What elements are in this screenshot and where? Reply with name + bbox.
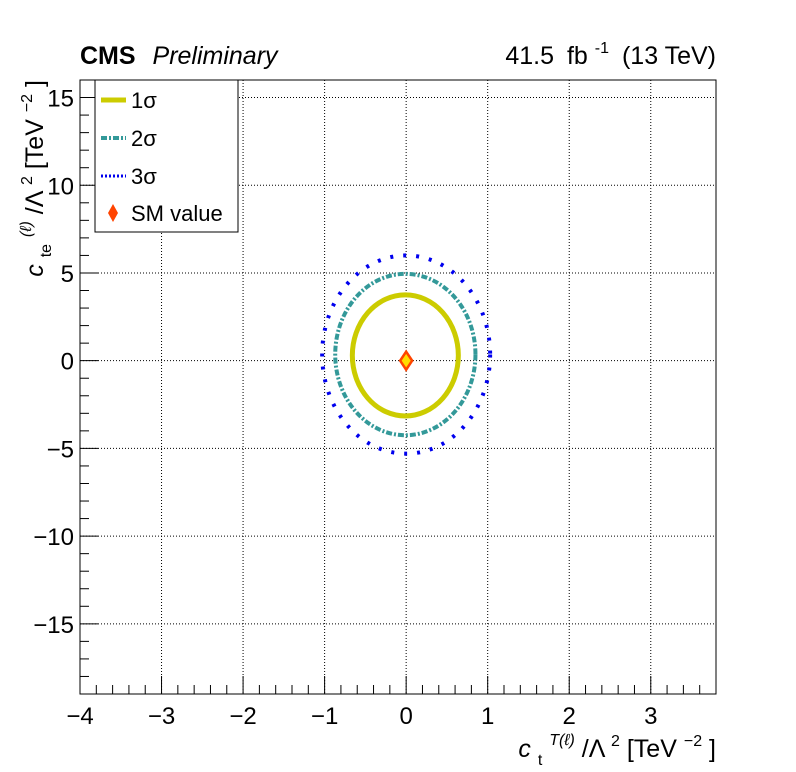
y-tick-label: −5: [47, 436, 74, 463]
y-title-symbol: c: [21, 264, 49, 277]
x-axis-title: c t T(ℓ) /Λ 2 [TeV −2 ]: [518, 723, 716, 771]
x-tick-label: 1: [481, 703, 494, 730]
x-title-sub: t: [538, 752, 543, 769]
energy-label: (13 TeV): [622, 42, 716, 70]
y-title-slash: /Λ: [21, 190, 49, 214]
x-title-slash: /Λ: [582, 735, 606, 763]
cms-label: CMS: [80, 42, 136, 70]
contours: [320, 253, 493, 456]
x-tick-label: 0: [399, 703, 412, 730]
y-tick-label: 15: [47, 86, 74, 113]
y-title-unit: [TeV: [21, 119, 49, 169]
x-tick-label: −1: [311, 703, 338, 730]
contour-3σ: [320, 253, 493, 456]
contour-2σ: [333, 271, 478, 438]
sm-value-marker: [398, 349, 414, 372]
y-title-unit-close: ]: [21, 80, 49, 87]
x-tick-label: 3: [644, 703, 657, 730]
y-title-sub: te: [38, 244, 55, 257]
legend-label-1sigma: 1σ: [131, 88, 157, 113]
lumi-unit: fb: [567, 42, 588, 70]
legend-swatch-sm: [108, 204, 118, 222]
legend-label-sm: SM value: [131, 201, 223, 226]
contour-1σ: [349, 292, 461, 419]
x-title-unit: [TeV: [627, 735, 677, 763]
y-tick-label: 10: [47, 173, 74, 200]
lumi-label: 41.5 fb -1 (13 TeV): [505, 31, 716, 70]
x-title-symbol: c: [518, 735, 531, 763]
x-title-sup: T(ℓ): [549, 732, 575, 749]
y-tick-label: −10: [33, 524, 74, 551]
x-tick-label: −4: [66, 703, 93, 730]
x-tick-label: −3: [148, 703, 175, 730]
preliminary-label: Preliminary: [153, 42, 280, 70]
legend-label-2sigma: 2σ: [131, 126, 157, 151]
legend: 1σ 2σ 3σ SM value: [94, 79, 239, 233]
y-title-slash-sup: 2: [19, 176, 36, 185]
y-title-sup: (ℓ): [18, 221, 35, 237]
y-tick-label: 0: [61, 349, 74, 376]
x-title-unit-close: ]: [709, 735, 716, 763]
x-tick-label: −2: [229, 703, 256, 730]
y-tick-label: −15: [33, 612, 74, 639]
x-title-slash-sup: 2: [611, 733, 620, 750]
axis-ticks: [79, 79, 717, 694]
legend-label-3sigma: 3σ: [131, 164, 157, 189]
y-tick-label: 5: [61, 261, 74, 288]
x-title-unit-sup: −2: [684, 733, 702, 750]
y-title-unit-sup: −2: [19, 94, 36, 112]
y-axis-title: c te (ℓ) /Λ 2 [TeV −2 ]: [9, 80, 57, 277]
legend-box: [94, 79, 239, 233]
lumi-value: 41.5: [505, 42, 554, 70]
lumi-exponent: -1: [595, 40, 609, 57]
sm-marker-group: [398, 349, 414, 372]
x-tick-label: 2: [563, 703, 576, 730]
header-left: CMS Preliminary: [80, 42, 279, 70]
plot-frame: [79, 79, 717, 695]
